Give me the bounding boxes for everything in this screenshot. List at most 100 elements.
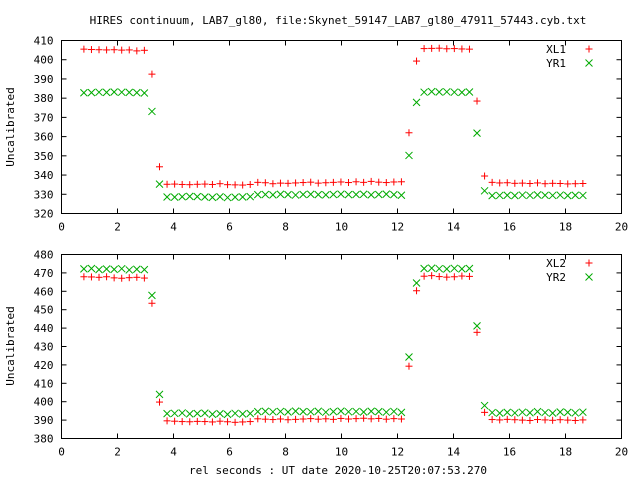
data-point-xl1 (163, 180, 171, 188)
legend-label-xl1: XL1 (546, 43, 566, 56)
data-point-xl1 (450, 45, 458, 53)
x-tick-label: 10 (335, 446, 348, 459)
data-point-xl1 (518, 179, 526, 187)
data-point-xl2 (481, 408, 489, 416)
data-point-xl2 (420, 272, 428, 280)
data-point-xl2 (163, 417, 171, 425)
data-point-yr2 (231, 409, 239, 418)
data-point-yr2 (510, 409, 519, 417)
data-point-yr1 (374, 190, 383, 199)
y-tick-label: 330 (34, 188, 54, 201)
x-tick-label: 20 (615, 221, 628, 234)
legend-label-yr2: YR2 (546, 271, 566, 284)
data-point-xl1 (435, 44, 443, 52)
data-point-yr2 (526, 408, 534, 417)
data-point-yr2 (382, 408, 391, 417)
data-point-yr2 (556, 408, 565, 416)
data-point-yr2 (276, 407, 285, 416)
data-point-yr2 (216, 409, 224, 418)
data-point-yr2 (238, 410, 247, 418)
data-point-yr2 (155, 390, 164, 399)
data-point-yr1 (397, 191, 406, 200)
x-tick-label: 18 (559, 446, 572, 459)
data-point-yr1 (450, 88, 459, 97)
data-point-yr1 (367, 191, 376, 199)
data-point-xl1 (579, 180, 587, 188)
data-point-yr1 (238, 193, 247, 201)
data-point-xl2 (314, 415, 322, 423)
data-point-yr2 (223, 410, 232, 419)
data-point-xl1 (481, 172, 489, 180)
data-point-xl1 (534, 179, 541, 187)
data-point-xl1 (254, 178, 262, 186)
data-point-yr1 (269, 191, 277, 199)
data-point-xl2 (284, 416, 292, 424)
data-point-xl1 (118, 46, 126, 54)
data-point-yr2 (374, 407, 383, 416)
data-point-xl2 (428, 272, 436, 280)
data-point-xl1 (526, 180, 534, 188)
data-point-yr2 (405, 353, 413, 361)
top-series-group (80, 44, 587, 202)
y-tick-label: 340 (34, 169, 54, 182)
data-point-yr1 (337, 190, 345, 198)
data-point-xl1 (360, 178, 368, 186)
data-point-yr2 (533, 407, 542, 416)
data-point-yr2 (87, 264, 96, 273)
top-y-axis-label: Uncalibrated (4, 87, 17, 166)
data-point-yr1 (382, 190, 391, 198)
data-point-yr1 (405, 151, 413, 160)
y-tick-label: 390 (34, 73, 54, 86)
data-point-xl2 (171, 417, 179, 425)
data-point-yr2 (503, 408, 512, 417)
legend-label-yr1: YR1 (546, 57, 566, 70)
y-tick-label: 410 (34, 35, 54, 48)
top-legend: XL1 YR1 (546, 43, 593, 70)
data-point-xl1 (405, 129, 413, 137)
data-point-yr1 (427, 87, 436, 96)
data-point-xl2 (261, 415, 269, 423)
data-point-yr1 (95, 88, 103, 97)
x-tick-label: 4 (170, 446, 177, 459)
data-point-xl2 (443, 273, 451, 281)
data-point-xl2 (269, 416, 277, 424)
y-tick-label: 400 (34, 54, 54, 67)
data-point-yr2 (306, 407, 315, 416)
data-point-xl2 (352, 415, 360, 423)
data-point-yr2 (541, 408, 549, 417)
data-point-yr2 (148, 291, 156, 300)
data-point-xl1 (503, 179, 511, 187)
chart-title: HIRES continuum, LAB7_gl80, file:Skynet_… (90, 14, 587, 27)
data-point-xl2 (186, 418, 194, 426)
x-tick-label: 14 (447, 221, 461, 234)
data-point-yr1 (253, 190, 262, 199)
data-point-xl2 (450, 273, 458, 281)
data-point-xl2 (526, 416, 534, 424)
data-point-xl2 (496, 416, 504, 424)
data-point-yr2 (299, 407, 307, 416)
data-point-yr1 (208, 193, 217, 202)
x-tick-label: 20 (615, 446, 628, 459)
data-point-yr1 (548, 191, 557, 200)
data-point-xl2 (148, 299, 156, 307)
data-point-yr1 (87, 88, 96, 97)
bottom-series-group (80, 264, 587, 426)
data-point-yr2 (344, 407, 353, 416)
data-point-yr1 (321, 191, 330, 199)
series-xl2 (80, 272, 587, 426)
top-y-axis: 320 330 340 350 360 370 380 390 400 410 (34, 35, 622, 221)
data-point-xl1 (87, 46, 95, 54)
y-tick-label: 420 (34, 359, 54, 372)
data-point-yr2 (435, 264, 444, 273)
data-point-yr2 (450, 264, 459, 273)
data-point-xl2 (208, 418, 216, 426)
legend-sample (585, 259, 593, 267)
bottom-plot-panel: 380 390 400 410 420 430 440 450 460 470 480 0 2 4 6 8 1… (4, 249, 628, 478)
data-point-xl2 (246, 418, 254, 426)
y-tick-label: 440 (34, 322, 54, 335)
data-point-xl1 (246, 180, 254, 188)
legend-marker-yr1 (585, 59, 593, 67)
data-point-yr2 (314, 407, 323, 416)
data-point-yr2 (102, 265, 111, 273)
data-point-yr2 (261, 407, 270, 416)
